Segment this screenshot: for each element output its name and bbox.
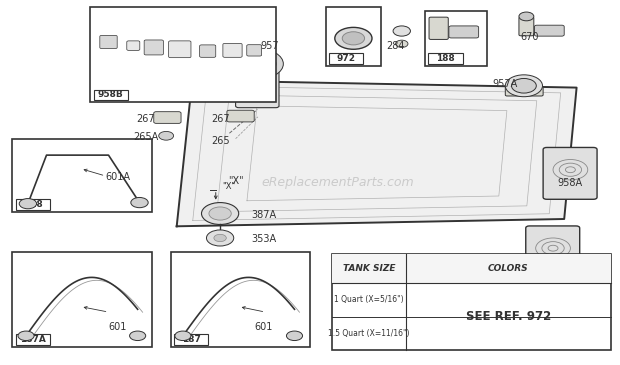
Text: 601: 601: [254, 322, 273, 332]
Text: 958: 958: [521, 256, 539, 266]
Circle shape: [206, 230, 234, 246]
Circle shape: [252, 61, 262, 67]
Text: 601: 601: [108, 322, 127, 332]
FancyBboxPatch shape: [526, 226, 580, 278]
Text: TANK SIZE: TANK SIZE: [343, 264, 395, 273]
Circle shape: [130, 331, 146, 341]
Bar: [12, 139, 152, 212]
Circle shape: [214, 234, 226, 242]
Bar: [16, 334, 50, 345]
Text: "X": "X": [228, 176, 244, 186]
Text: eReplacementParts.com: eReplacementParts.com: [262, 176, 414, 189]
Bar: [329, 53, 363, 64]
Circle shape: [19, 199, 37, 209]
Bar: [94, 90, 128, 100]
Circle shape: [342, 32, 365, 45]
FancyBboxPatch shape: [519, 17, 534, 36]
FancyBboxPatch shape: [534, 25, 564, 36]
FancyBboxPatch shape: [247, 45, 262, 56]
Text: 265A: 265A: [133, 132, 158, 142]
Text: 957A: 957A: [493, 79, 518, 89]
Bar: [332, 254, 611, 350]
FancyBboxPatch shape: [223, 43, 242, 57]
Bar: [170, 252, 310, 347]
Text: 387A: 387A: [251, 210, 276, 220]
FancyBboxPatch shape: [505, 87, 543, 96]
FancyBboxPatch shape: [429, 17, 448, 39]
Text: 265: 265: [211, 135, 229, 146]
Bar: [90, 7, 276, 102]
Text: 972: 972: [337, 54, 356, 63]
Circle shape: [202, 203, 239, 224]
Text: 188: 188: [436, 54, 455, 63]
Text: 267: 267: [211, 114, 229, 124]
Text: 601A: 601A: [105, 172, 130, 182]
Bar: [425, 11, 487, 66]
FancyBboxPatch shape: [236, 68, 279, 108]
Text: 1.5 Quart (X=11/16"): 1.5 Quart (X=11/16"): [328, 329, 410, 338]
Circle shape: [335, 27, 372, 49]
Circle shape: [246, 57, 268, 70]
Text: "X": "X": [222, 182, 235, 191]
Circle shape: [231, 49, 283, 79]
Text: 187: 187: [182, 335, 201, 344]
Bar: [326, 7, 381, 66]
Bar: [12, 252, 152, 347]
Bar: [332, 254, 611, 283]
Circle shape: [131, 197, 148, 208]
FancyBboxPatch shape: [226, 50, 273, 64]
Circle shape: [231, 35, 268, 57]
Circle shape: [18, 331, 34, 341]
Bar: [428, 53, 463, 64]
Bar: [174, 334, 208, 345]
FancyBboxPatch shape: [144, 40, 163, 55]
Circle shape: [505, 75, 542, 97]
Circle shape: [519, 12, 534, 21]
Circle shape: [559, 273, 572, 280]
Circle shape: [159, 131, 174, 140]
FancyBboxPatch shape: [154, 112, 181, 123]
Text: 957: 957: [260, 41, 279, 51]
Text: COLORS: COLORS: [488, 264, 529, 273]
FancyBboxPatch shape: [100, 35, 117, 49]
Circle shape: [209, 207, 231, 220]
Text: 267: 267: [136, 114, 155, 124]
FancyBboxPatch shape: [543, 147, 597, 199]
FancyBboxPatch shape: [200, 45, 216, 57]
Text: 1 Quart (X=5/16"): 1 Quart (X=5/16"): [334, 295, 404, 304]
Circle shape: [393, 26, 410, 36]
Circle shape: [224, 31, 274, 60]
Text: 187A: 187A: [20, 335, 46, 344]
Text: 528: 528: [24, 200, 43, 209]
Circle shape: [239, 53, 276, 75]
Circle shape: [175, 331, 191, 341]
Text: 958A: 958A: [558, 177, 583, 188]
Text: 353A: 353A: [251, 234, 276, 244]
Circle shape: [286, 331, 303, 341]
Bar: [16, 199, 50, 210]
FancyBboxPatch shape: [227, 110, 254, 122]
Circle shape: [512, 78, 536, 93]
Circle shape: [236, 38, 263, 54]
Text: 958B: 958B: [98, 91, 123, 99]
FancyBboxPatch shape: [449, 26, 479, 38]
Polygon shape: [177, 80, 577, 226]
Text: SEE REF. 972: SEE REF. 972: [466, 310, 551, 323]
Text: 670: 670: [521, 31, 539, 42]
Text: 284: 284: [386, 41, 405, 51]
FancyBboxPatch shape: [126, 41, 140, 50]
FancyBboxPatch shape: [169, 41, 191, 58]
Circle shape: [396, 40, 408, 47]
